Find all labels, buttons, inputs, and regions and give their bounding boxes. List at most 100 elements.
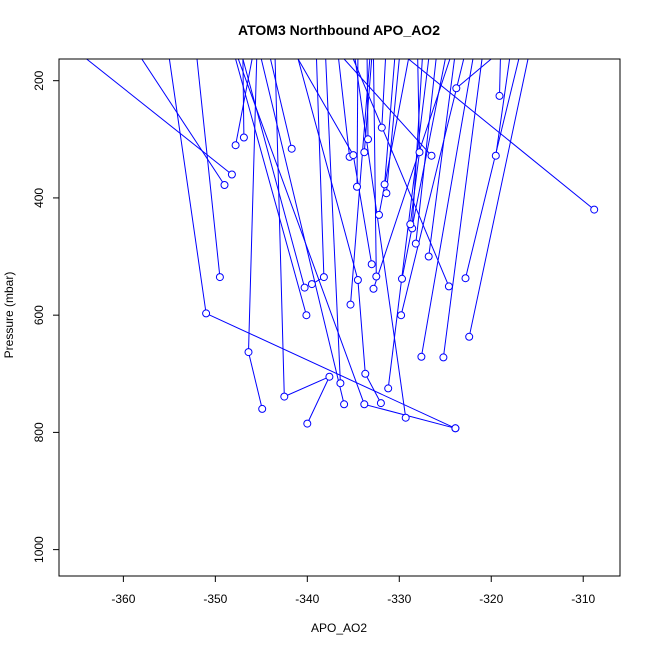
data-point <box>280 392 289 401</box>
plot-frame <box>58 58 621 577</box>
y-tick-label: 1000 <box>32 536 46 563</box>
series-line <box>270 59 293 149</box>
data-point <box>367 260 376 269</box>
series-line <box>86 59 233 175</box>
series-line <box>499 59 501 96</box>
data-point <box>202 309 211 318</box>
x-tick-label: -360 <box>111 592 135 606</box>
data-point <box>369 284 378 293</box>
y-axis: 200 400 600 800 1000 <box>32 70 59 563</box>
series-line <box>373 59 451 289</box>
data-point <box>346 300 355 309</box>
x-tick-label: -320 <box>479 592 503 606</box>
data-point <box>491 151 500 160</box>
data-point <box>360 148 369 157</box>
plot-area <box>86 59 599 433</box>
series-line <box>420 59 474 357</box>
marker-layer <box>202 84 599 433</box>
data-point <box>353 182 361 191</box>
data-point <box>349 151 358 160</box>
data-point <box>382 189 391 198</box>
data-point <box>244 348 253 357</box>
series-line <box>415 59 437 244</box>
data-point <box>427 151 436 160</box>
series-line <box>373 59 377 277</box>
data-point <box>336 379 345 388</box>
data-point <box>398 274 406 283</box>
data-point <box>319 273 328 282</box>
data-point <box>590 205 599 214</box>
series-line <box>455 59 492 89</box>
data-point <box>302 311 311 320</box>
y-tick-label: 600 <box>32 305 46 325</box>
series-line <box>408 59 595 210</box>
series-line <box>325 59 341 384</box>
data-point <box>239 133 248 142</box>
x-axis-label: APO_AO2 <box>311 621 367 635</box>
y-tick-label: 400 <box>32 188 46 208</box>
data-point <box>227 170 236 179</box>
data-point <box>465 332 474 341</box>
data-point <box>361 369 370 378</box>
data-point <box>417 352 426 361</box>
x-axis: -360 -350 -340 -330 -320 -310 <box>111 576 596 606</box>
y-tick-label: 200 <box>32 70 46 90</box>
data-point <box>300 283 309 292</box>
data-point <box>340 400 349 409</box>
series-line <box>196 59 221 278</box>
series-line <box>354 59 407 418</box>
series-line <box>338 59 351 157</box>
series-line <box>428 59 455 257</box>
series-line <box>378 59 409 215</box>
data-point <box>415 148 424 157</box>
data-point <box>439 353 448 362</box>
series-line <box>495 59 511 156</box>
data-point <box>258 404 267 413</box>
data-point <box>325 372 334 381</box>
data-point <box>380 180 389 189</box>
series-layer <box>86 59 595 429</box>
data-point <box>215 273 224 282</box>
data-point <box>375 210 383 219</box>
data-point <box>401 413 410 422</box>
series-line <box>400 59 465 316</box>
series-line <box>274 59 331 424</box>
data-point <box>451 424 460 433</box>
data-point <box>231 141 240 150</box>
data-point <box>303 419 312 428</box>
series-line <box>237 59 456 429</box>
series-line <box>235 59 307 316</box>
series-line <box>343 59 432 157</box>
series-line <box>366 59 369 140</box>
series-line <box>260 59 345 405</box>
series-line <box>385 59 400 194</box>
data-point <box>495 91 504 100</box>
x-tick-label: -310 <box>571 592 595 606</box>
data-point <box>376 399 385 408</box>
data-point <box>377 123 386 132</box>
x-tick-label: -330 <box>387 592 411 606</box>
data-point <box>364 135 372 144</box>
x-tick-label: -350 <box>203 592 227 606</box>
data-point <box>452 84 461 93</box>
series-line <box>381 59 386 128</box>
data-point <box>287 144 296 153</box>
series-line <box>297 59 373 265</box>
data-point <box>360 400 369 409</box>
x-tick-label: -340 <box>295 592 319 606</box>
data-point <box>372 272 381 281</box>
data-point <box>220 181 229 189</box>
series-line <box>442 59 483 358</box>
series-line <box>352 59 450 287</box>
series-line <box>465 59 520 279</box>
series-line <box>468 59 529 337</box>
data-point <box>353 276 362 284</box>
series-line <box>242 59 306 288</box>
series-line <box>141 59 225 186</box>
data-point <box>411 239 420 248</box>
y-tick-label: 800 <box>32 422 46 442</box>
series-line <box>384 59 396 185</box>
data-point <box>444 282 453 291</box>
y-axis-label: Pressure (mbar) <box>2 272 16 359</box>
